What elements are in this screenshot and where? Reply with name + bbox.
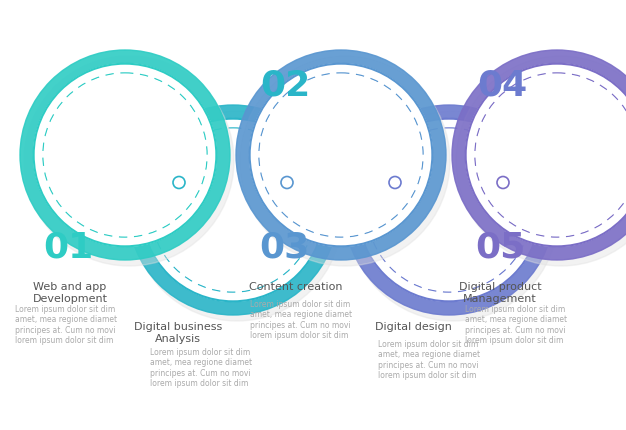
Text: Digital design: Digital design [374,322,451,332]
Circle shape [357,119,540,301]
Text: 03: 03 [259,231,309,265]
Circle shape [236,50,446,260]
Circle shape [34,64,217,246]
Circle shape [368,129,530,291]
Circle shape [173,176,185,188]
Circle shape [44,74,206,236]
Text: 04: 04 [477,68,527,102]
Text: 02: 02 [260,68,310,102]
Text: Lorem ipsum dolor sit dim
amet, mea regione diamet
principes at. Cum no movi
lor: Lorem ipsum dolor sit dim amet, mea regi… [150,348,252,388]
Text: Lorem ipsum dolor sit dim
amet, mea regione diamet
principes at. Cum no movi
lor: Lorem ipsum dolor sit dim amet, mea regi… [465,305,567,345]
Circle shape [260,74,422,236]
Text: Lorem ipsum dolor sit dim
amet, mea regione diamet
principes at. Cum no movi
lor: Lorem ipsum dolor sit dim amet, mea regi… [378,340,480,380]
Circle shape [250,64,433,246]
Circle shape [456,56,626,266]
Circle shape [389,176,401,188]
Text: Content creation: Content creation [249,282,343,292]
Circle shape [132,111,342,321]
Text: 05: 05 [475,231,525,265]
Text: Digital business
Analysis: Digital business Analysis [134,322,222,344]
Text: Digital product
Management: Digital product Management [459,282,541,304]
Circle shape [497,176,509,188]
Text: Lorem ipsum dolor sit dim
amet, mea regione diamet
principes at. Cum no movi
lor: Lorem ipsum dolor sit dim amet, mea regi… [15,305,117,345]
Circle shape [24,56,234,266]
Text: Lorem ipsum dolor sit dim
amet, mea regione diamet
principes at. Cum no movi
lor: Lorem ipsum dolor sit dim amet, mea regi… [250,300,352,340]
Circle shape [344,105,554,315]
Circle shape [348,111,558,321]
Circle shape [240,56,450,266]
Circle shape [466,64,626,246]
Circle shape [141,119,324,301]
Circle shape [152,129,314,291]
Circle shape [128,105,338,315]
Text: Web and app
Development: Web and app Development [33,282,108,304]
Circle shape [476,74,626,236]
Circle shape [452,50,626,260]
Circle shape [281,176,293,188]
Text: 01: 01 [43,231,93,265]
Circle shape [20,50,230,260]
